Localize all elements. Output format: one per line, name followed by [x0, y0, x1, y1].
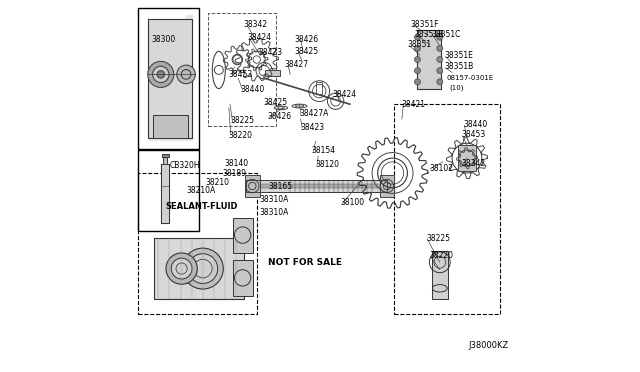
- Text: 38225: 38225: [231, 116, 255, 125]
- Bar: [316, 82, 322, 94]
- Text: 38220: 38220: [429, 251, 454, 260]
- Text: 38102: 38102: [429, 164, 453, 173]
- Text: 38140: 38140: [225, 159, 248, 168]
- Text: 38210: 38210: [205, 178, 229, 187]
- Circle shape: [437, 34, 443, 40]
- Bar: [380, 175, 394, 197]
- Bar: [138, 8, 199, 149]
- Text: CB320H: CB320H: [170, 161, 200, 170]
- Bar: [148, 19, 192, 138]
- Text: J38000KZ: J38000KZ: [468, 341, 509, 350]
- Bar: [232, 260, 253, 296]
- Circle shape: [157, 71, 164, 78]
- Text: 38310A: 38310A: [259, 208, 289, 217]
- Text: 38440: 38440: [241, 85, 265, 94]
- Text: 38351: 38351: [408, 40, 431, 49]
- Text: 38440: 38440: [463, 120, 488, 129]
- Bar: [138, 150, 199, 231]
- Text: 38426: 38426: [267, 112, 291, 121]
- Circle shape: [437, 79, 443, 85]
- Text: 38342: 38342: [244, 20, 268, 29]
- Circle shape: [182, 248, 223, 289]
- Bar: [458, 145, 476, 171]
- Circle shape: [437, 45, 443, 51]
- Text: 38100: 38100: [341, 198, 365, 207]
- Text: 38425: 38425: [294, 47, 319, 56]
- Circle shape: [166, 253, 197, 284]
- Circle shape: [415, 45, 420, 51]
- Text: 38424: 38424: [248, 33, 271, 42]
- Text: 38220: 38220: [229, 131, 253, 140]
- Polygon shape: [161, 164, 170, 223]
- Text: 38427A: 38427A: [300, 109, 329, 118]
- Text: 38351E: 38351E: [445, 51, 474, 60]
- Bar: [431, 251, 449, 299]
- Text: 38453: 38453: [461, 130, 486, 139]
- Bar: [245, 175, 260, 197]
- Text: 38423: 38423: [259, 48, 283, 57]
- Text: 38342: 38342: [461, 159, 486, 168]
- Bar: [417, 30, 441, 89]
- Text: 38351F: 38351F: [410, 20, 438, 29]
- Text: 38225: 38225: [426, 234, 450, 243]
- Bar: [163, 156, 167, 166]
- Text: 38426: 38426: [294, 35, 318, 44]
- Circle shape: [415, 34, 420, 40]
- Text: 38154: 38154: [312, 146, 336, 155]
- Text: 38351B: 38351B: [415, 30, 444, 39]
- Circle shape: [415, 68, 420, 74]
- Text: 38424: 38424: [333, 90, 356, 99]
- Text: 38189: 38189: [222, 169, 246, 178]
- Bar: [394, 104, 500, 314]
- Text: (10): (10): [449, 84, 463, 91]
- Bar: [246, 180, 387, 192]
- Circle shape: [437, 57, 443, 62]
- Text: 38120: 38120: [316, 160, 340, 169]
- Text: 38165: 38165: [268, 182, 292, 190]
- Bar: [232, 218, 253, 253]
- Bar: [246, 184, 387, 188]
- Bar: [265, 70, 280, 76]
- Bar: [154, 238, 244, 299]
- Bar: [207, 13, 276, 126]
- Text: 08157-0301E: 08157-0301E: [447, 75, 493, 81]
- Circle shape: [188, 254, 218, 283]
- Circle shape: [177, 65, 195, 84]
- Polygon shape: [149, 15, 191, 140]
- Text: 38425: 38425: [264, 98, 287, 107]
- Text: 38351B: 38351B: [445, 62, 474, 71]
- Text: 38423: 38423: [300, 123, 324, 132]
- Circle shape: [172, 258, 192, 279]
- Text: 38210A: 38210A: [187, 186, 216, 195]
- Bar: [163, 154, 168, 157]
- Circle shape: [415, 57, 420, 62]
- Text: SEALANT-FLUID: SEALANT-FLUID: [165, 202, 237, 211]
- Text: 38421: 38421: [402, 100, 426, 109]
- Bar: [138, 173, 257, 314]
- Text: NOT FOR SALE: NOT FOR SALE: [268, 258, 342, 267]
- Circle shape: [415, 79, 420, 85]
- Text: 38300: 38300: [152, 35, 176, 44]
- Circle shape: [437, 68, 443, 74]
- Text: 38310A: 38310A: [259, 195, 289, 203]
- Circle shape: [152, 66, 169, 83]
- Text: 38453: 38453: [228, 70, 252, 79]
- Text: 38351C: 38351C: [431, 30, 461, 39]
- Circle shape: [148, 61, 174, 87]
- Text: 38427: 38427: [285, 60, 308, 69]
- Bar: [152, 115, 188, 138]
